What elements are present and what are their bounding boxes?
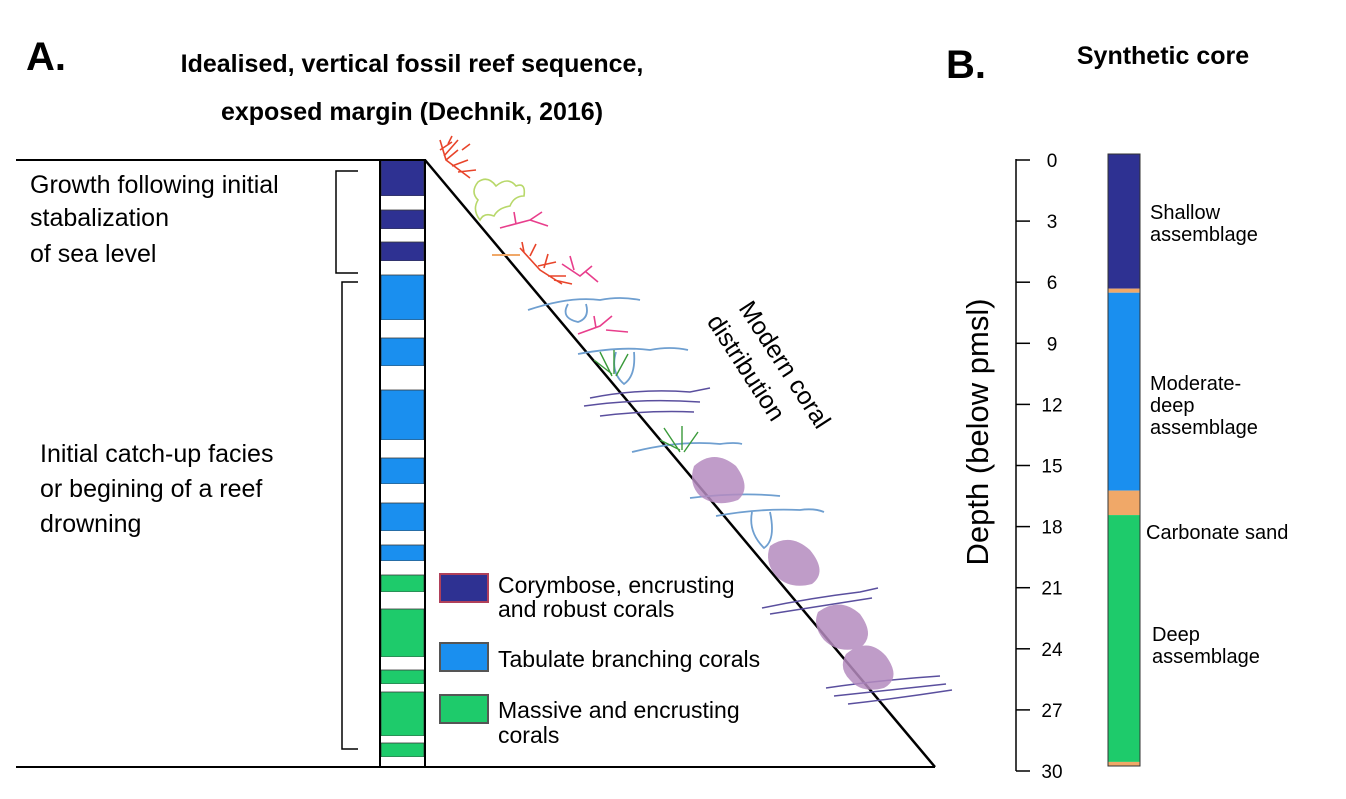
foliose-coral-icon [473,178,526,222]
panel-a-title-line1: Idealised, vertical fossil reef sequence… [181,50,644,78]
column-block-tabulate [380,544,425,562]
depth-tick-label: 12 [1041,395,1062,416]
growth-label-line: stabalization [30,204,169,232]
column-block-tabulate [380,502,425,532]
column-block-shallow [380,159,425,197]
legend-swatch-shallow [439,573,489,603]
core-unit-label: assemblage [1150,417,1258,439]
column-block-white [381,440,424,458]
column-block-white [381,657,424,670]
column-block-white [381,320,424,338]
massive-coral-icon [692,457,894,690]
legend-label: corals [498,722,559,748]
column-block-white [381,261,424,275]
column-block-shallow [380,241,425,262]
legend-label: Massive and encrusting [498,697,740,723]
core-unit-label: Moderate- [1150,373,1241,395]
branching-coral-icon [519,241,573,285]
core-unit-label: Deep [1152,624,1200,646]
fossil-reef-column [380,159,425,767]
column-outline [379,159,426,768]
catchup-label: Initial catch-up facies or begining of a… [40,440,273,538]
core-unit-label: deep [1150,395,1195,417]
depth-tick-label: 30 [1041,762,1062,783]
core-unit-label: Carbonate sand [1146,522,1288,544]
legend-swatch-tabulate [439,642,489,672]
modern-corals [439,135,953,705]
panel-a-title-line2: exposed margin (Dechnik, 2016) [221,98,603,126]
modern-coral-label: Modern coral distribution [701,296,836,434]
column-block-white [381,736,424,743]
panel-b-letter: B. [946,43,986,87]
branching-coral-icon [499,211,629,335]
panel-b-title: Synthetic core [1077,42,1249,70]
staghorn-coral-icon [593,350,699,453]
legend-swatch-massive [439,694,489,724]
core-outline [1107,153,1141,767]
legend-label: Corymbose, encrusting [498,572,735,598]
column-block-massive [380,608,425,658]
depth-tick-label: 9 [1047,334,1058,355]
column-block-massive [380,742,425,758]
column-block-white [381,684,424,692]
core-unit-labels: Shallow assemblage Moderate- deep assemb… [1146,202,1288,668]
growth-label-line: of sea level [30,240,156,268]
depth-tick-label: 15 [1041,457,1062,478]
depth-tick-label: 18 [1041,518,1062,539]
catchup-bracket [341,281,358,750]
growth-label: Growth following initial stabalization o… [30,171,279,268]
column-block-white [381,229,424,242]
core-unit-label: assemblage [1152,646,1260,668]
column-block-white [381,366,424,390]
depth-tick-label: 24 [1041,640,1063,661]
plate-coral-icon [583,387,953,705]
core-unit-sand [1108,490,1140,516]
depth-tick-label: 3 [1047,212,1058,233]
core-unit-deep [1108,515,1140,762]
depth-tick-label: 21 [1041,579,1062,600]
core-unit-moderate [1108,292,1140,491]
panel-a-letter: A. [26,35,66,79]
column-block-massive [380,691,425,737]
core-unit-label: assemblage [1150,224,1258,246]
core-unit-shallow [1108,154,1140,289]
column-block-white [381,531,424,545]
legend-label: Tabulate branching corals [498,646,760,672]
tabulate-coral-icon [527,297,825,550]
branching-coral-icon [439,135,477,179]
depth-tick-label: 0 [1047,151,1058,172]
growth-bracket [335,170,358,274]
depth-tick-label: 27 [1041,701,1062,722]
depth-axis-label: Depth (below pmsl) [960,298,995,565]
column-block-shallow [380,209,425,230]
column-block-white [381,592,424,609]
column-block-massive [380,574,425,593]
column-block-tabulate [380,389,425,441]
column-block-white [381,561,424,575]
catchup-label-line: Initial catch-up facies [40,440,273,468]
column-block-white [381,757,424,767]
core-unit-boundary [1108,288,1140,293]
column-block-white [381,196,424,210]
column-block-tabulate [380,274,425,321]
catchup-label-line: drowning [40,510,141,538]
column-block-massive [380,669,425,685]
legend-label: and robust corals [498,596,674,622]
depth-tick-label: 6 [1047,273,1058,294]
column-block-white [381,484,424,503]
depth-axis: 0 3 6 9 12 15 18 21 24 27 30 [1015,151,1063,783]
growth-label-line: Growth following initial [30,171,279,199]
core-unit-label: Shallow [1150,202,1221,224]
synthetic-core [1107,153,1141,767]
core-unit-base [1108,761,1140,766]
catchup-label-line: or begining of a reef [40,475,262,503]
legend: Corymbose, encrusting and robust corals … [439,572,760,748]
column-block-tabulate [380,457,425,485]
column-block-tabulate [380,337,425,367]
